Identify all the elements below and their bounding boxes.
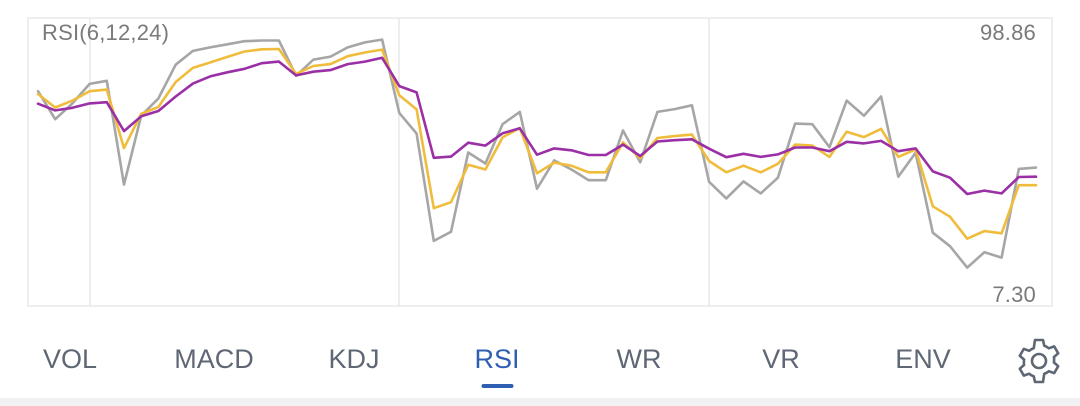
indicator-title: RSI(6,12,24) bbox=[42, 20, 170, 45]
tab-kdj-label: KDJ bbox=[328, 344, 380, 374]
tab-vol-label: VOL bbox=[42, 344, 98, 374]
indicator-tab-bar: VOL MACD KDJ RSI WR VR ENV bbox=[0, 326, 1080, 398]
tab-env[interactable]: ENV bbox=[895, 344, 951, 375]
tab-wr[interactable]: WR bbox=[617, 344, 662, 375]
active-tab-indicator bbox=[480, 384, 513, 388]
tab-kdj[interactable]: KDJ bbox=[328, 344, 379, 375]
tab-vol[interactable]: VOL bbox=[43, 344, 97, 375]
tab-vr-label: VR bbox=[762, 344, 800, 374]
y-axis-min-label: 7.30 bbox=[992, 282, 1036, 307]
settings-button[interactable] bbox=[1014, 336, 1064, 386]
bottom-divider bbox=[0, 398, 1080, 406]
tab-rsi-label: RSI bbox=[474, 344, 520, 374]
tab-rsi[interactable]: RSI bbox=[474, 344, 520, 388]
rsi-chart-plot bbox=[27, 17, 1053, 307]
tab-env-label: ENV bbox=[895, 344, 951, 374]
gear-icon bbox=[1018, 338, 1060, 384]
rsi-chart[interactable]: RSI(6,12,24) 98.86 7.30 bbox=[0, 0, 1080, 318]
tab-macd[interactable]: MACD bbox=[174, 344, 254, 375]
plot-frame bbox=[27, 17, 1053, 307]
series-line-rsi6 bbox=[36, 38, 1038, 269]
tab-wr-label: WR bbox=[616, 344, 662, 374]
y-axis-max-label: 98.86 bbox=[979, 20, 1036, 45]
tab-macd-label: MACD bbox=[174, 344, 254, 374]
tab-vr[interactable]: VR bbox=[762, 344, 800, 375]
series-line-rsi24 bbox=[36, 56, 1038, 196]
series-line-rsi12 bbox=[36, 47, 1038, 240]
chart-series bbox=[36, 38, 1038, 269]
